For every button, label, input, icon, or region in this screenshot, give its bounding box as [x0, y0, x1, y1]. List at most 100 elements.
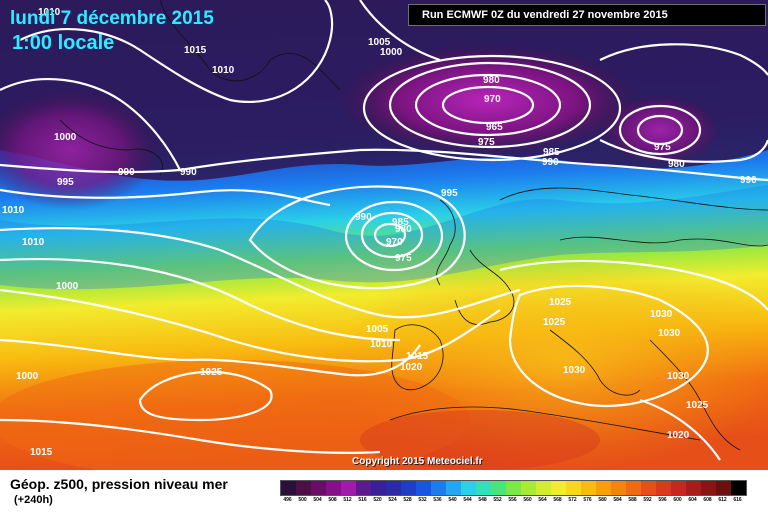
isobar-label: 1025 — [549, 297, 572, 308]
scale-label: 556 — [508, 497, 517, 503]
scale-swatch — [716, 481, 731, 495]
scale-label: 540 — [448, 497, 457, 503]
scale-label: 568 — [553, 497, 562, 503]
scale-swatch — [281, 481, 296, 495]
scale-swatch — [536, 481, 551, 495]
run-info-text: Run ECMWF 0Z du vendredi 27 novembre 201… — [422, 9, 668, 21]
isobar-label: 1015 — [30, 447, 53, 458]
isobar-label: 1025 — [686, 400, 709, 411]
isobar-label: 1015 — [184, 45, 207, 56]
saharan-warm-area — [360, 410, 600, 470]
scale-label: 520 — [373, 497, 382, 503]
isobar-label: 965 — [486, 122, 503, 133]
scale-label: 532 — [418, 497, 427, 503]
scale-swatch — [626, 481, 641, 495]
scale-label: 600 — [673, 497, 682, 503]
warm-area — [0, 360, 470, 470]
scale-swatch — [311, 481, 326, 495]
scale-swatch — [356, 481, 371, 495]
scale-swatch — [521, 481, 536, 495]
scale-swatch — [476, 481, 491, 495]
scale-swatch — [326, 481, 341, 495]
scale-label: 588 — [628, 497, 637, 503]
scale-swatch — [641, 481, 656, 495]
scale-label: 552 — [493, 497, 502, 503]
legend-subtitle: (+240h) — [14, 494, 53, 506]
scale-label: 536 — [433, 497, 442, 503]
scale-label: 524 — [388, 497, 397, 503]
scale-label: 616 — [733, 497, 742, 503]
scale-label: 584 — [613, 497, 622, 503]
isobar-label: 1000 — [16, 371, 39, 382]
scale-label: 516 — [358, 497, 367, 503]
isobar-label: 980 — [668, 159, 685, 170]
scale-label: 564 — [538, 497, 547, 503]
scale-label: 548 — [478, 497, 487, 503]
scale-label: 560 — [523, 497, 532, 503]
forecast-time: 1:00 locale — [12, 32, 115, 54]
scale-label: 612 — [718, 497, 727, 503]
isobar-label: 1010 — [22, 237, 45, 248]
isobar-label: 1030 — [667, 371, 690, 382]
scale-swatch — [596, 481, 611, 495]
scale-label: 604 — [688, 497, 697, 503]
scale-label: 544 — [463, 497, 472, 503]
forecast-date: lundi 7 décembre 2015 — [10, 8, 214, 29]
isobar-label: 1005 — [368, 37, 391, 48]
scale-swatch — [701, 481, 716, 495]
isobar-label: 975 — [395, 253, 412, 264]
scale-swatch — [371, 481, 386, 495]
scale-swatch — [551, 481, 566, 495]
isobar-label: 1025 — [543, 317, 566, 328]
isobar-label: 1010 — [2, 205, 25, 216]
isobar-label: 995 — [441, 188, 458, 199]
isobars — [0, 0, 768, 460]
scale-label: 596 — [658, 497, 667, 503]
coastlines — [59, 0, 768, 451]
copyright-text: Copyright 2015 Meteociel.fr — [352, 456, 483, 467]
scale-swatch — [446, 481, 461, 495]
scale-label: 580 — [598, 497, 607, 503]
scale-label: 608 — [703, 497, 712, 503]
isobar-label: 1000 — [56, 281, 79, 292]
color-scale — [280, 480, 747, 496]
isobar-label: 990 — [355, 212, 372, 223]
isobar-label: 990 — [180, 167, 197, 178]
isobar-label: 990 — [542, 157, 559, 168]
scale-swatch — [731, 481, 746, 495]
scale-swatch — [341, 481, 356, 495]
isobar-label: 985 — [392, 217, 409, 228]
isobar-label: 1000 — [380, 47, 403, 58]
scale-swatch — [401, 481, 416, 495]
scale-label: 512 — [343, 497, 352, 503]
isobar-label: 1030 — [650, 309, 673, 320]
isobar-label: 1020 — [400, 362, 423, 373]
scale-swatch — [461, 481, 476, 495]
weather-map: 1010 1015 1010 1005 1000 1000 995 990 990 1010 101… — [0, 0, 768, 470]
isobar-label: 1010 — [38, 7, 61, 18]
color-scale-labels: 496 500 504 508 512 516 520 524 528 532 536 540 544 5… — [280, 497, 745, 503]
scale-swatch — [416, 481, 431, 495]
isobar-label: 980 — [395, 224, 412, 235]
scale-label: 500 — [298, 497, 307, 503]
scale-swatch — [296, 481, 311, 495]
isobar-label: 980 — [483, 75, 500, 86]
scale-swatch — [671, 481, 686, 495]
isobar-label: 970 — [386, 237, 403, 248]
scale-label: 528 — [403, 497, 412, 503]
scale-label: 508 — [328, 497, 337, 503]
isobar-label: 1000 — [54, 132, 77, 143]
isobar-label: 985 — [543, 147, 560, 158]
secondary-low-core — [600, 95, 720, 165]
scale-label: 496 — [283, 497, 292, 503]
western-low-core — [0, 90, 160, 210]
jet-stream-band — [0, 185, 768, 290]
isobar-label: 1025 — [200, 367, 223, 378]
scale-swatch — [581, 481, 596, 495]
scale-swatch — [491, 481, 506, 495]
isobar-label: 975 — [478, 137, 495, 148]
isobar-label: 1015 — [406, 351, 429, 362]
scale-label: 572 — [568, 497, 577, 503]
scale-label: 592 — [643, 497, 652, 503]
